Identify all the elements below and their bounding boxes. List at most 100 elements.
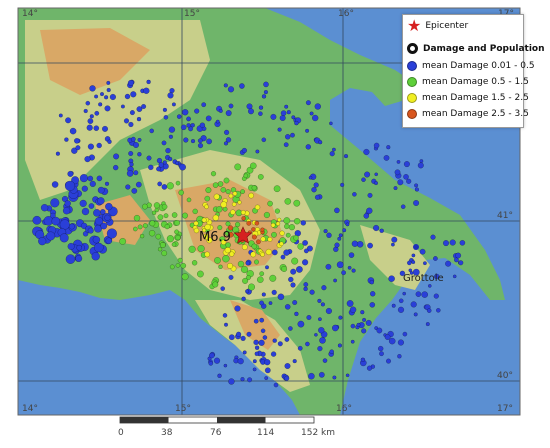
damage-point	[104, 214, 111, 221]
damage-point	[96, 142, 102, 149]
legend-item: mean Damage 0.5 - 1.5	[407, 77, 529, 87]
damage-point	[175, 234, 181, 241]
damage-point	[174, 219, 181, 226]
damage-point	[314, 194, 321, 200]
damage-point	[148, 229, 156, 237]
damage-point	[168, 126, 176, 133]
damage-point	[65, 254, 76, 264]
damage-point	[284, 337, 290, 342]
damage-point	[191, 260, 198, 266]
damage-point	[390, 242, 395, 247]
scale-tick-label: 0	[118, 428, 124, 438]
damage-point	[273, 382, 279, 388]
damage-point	[89, 85, 96, 92]
damage-point	[149, 128, 155, 134]
damage-point	[161, 250, 168, 257]
damage-point	[445, 260, 452, 267]
damage-point	[228, 274, 234, 280]
damage-point	[261, 137, 267, 143]
damage-point	[99, 209, 106, 215]
lat-label: 40°	[497, 371, 513, 381]
damage-point	[223, 363, 228, 368]
damage-point	[178, 189, 185, 196]
damage-point	[38, 237, 47, 246]
damage-point	[295, 265, 303, 273]
damage-point	[64, 180, 76, 192]
damage-point	[258, 339, 265, 346]
damage-point	[323, 228, 328, 234]
damage-point	[217, 181, 224, 187]
damage-point	[92, 235, 101, 244]
damage-point	[329, 349, 335, 355]
scale-tick-label: 152 km	[301, 428, 335, 438]
damage-point	[369, 291, 376, 297]
damage-point	[365, 319, 372, 326]
damage-point	[153, 202, 161, 209]
damage-point	[283, 142, 289, 148]
damage-point	[226, 262, 234, 269]
damage-point	[216, 206, 223, 213]
damage-point	[403, 161, 410, 168]
damage-point	[208, 352, 215, 359]
damage-point	[205, 187, 212, 194]
damage-point	[79, 173, 89, 183]
damage-point	[247, 283, 256, 291]
damage-point	[350, 323, 356, 329]
damage-point	[87, 143, 95, 150]
damage-point	[284, 375, 290, 381]
damage-point	[317, 345, 323, 352]
damage-point	[374, 172, 379, 177]
damage-point	[99, 92, 105, 97]
damage-point	[348, 252, 355, 258]
damage-point	[432, 256, 438, 261]
lon-label-bottom: 14°	[22, 404, 38, 414]
damage-point	[248, 192, 255, 199]
damage-point	[305, 144, 312, 150]
damage-point	[239, 83, 245, 89]
lon-label-top: 14°	[22, 9, 38, 19]
damage-point	[293, 199, 301, 207]
legend-item-label: mean Damage 0.01 - 0.5	[422, 61, 535, 71]
damage-point	[88, 203, 95, 209]
damage-point	[297, 243, 304, 250]
damage-point	[373, 142, 380, 149]
damage-point	[263, 211, 271, 219]
damage-point	[284, 198, 292, 205]
scale-segment	[217, 417, 266, 423]
damage-point	[103, 95, 109, 100]
damage-point	[279, 241, 284, 247]
damage-point	[94, 224, 102, 233]
damage-point	[193, 227, 200, 234]
damage-point	[271, 231, 277, 238]
damage-point	[314, 103, 322, 110]
damage-point	[166, 235, 175, 243]
damage-point	[109, 93, 117, 101]
damage-point	[403, 173, 409, 180]
damage-point	[400, 204, 406, 210]
damage-point	[235, 331, 242, 337]
damage-point	[369, 279, 375, 285]
damage-point	[128, 121, 134, 128]
damage-point	[281, 265, 288, 273]
damage-point	[317, 298, 322, 304]
damage-point	[223, 141, 229, 146]
damage-point	[157, 214, 164, 221]
damage-point	[291, 115, 296, 120]
damage-point	[318, 326, 325, 334]
damage-point	[106, 80, 111, 85]
damage-point	[81, 185, 88, 192]
damage-point	[246, 331, 252, 337]
damage-point	[158, 162, 164, 168]
damage-point	[212, 214, 219, 221]
lon-label-bottom: 15°	[175, 404, 191, 414]
damage-point	[212, 182, 219, 188]
damage-point	[303, 248, 309, 254]
damage-point	[290, 282, 296, 288]
damage-point	[141, 203, 148, 210]
damage-point	[283, 217, 291, 225]
damage-point	[340, 182, 345, 188]
damage-point	[217, 373, 222, 379]
damage-point	[86, 124, 93, 131]
damage-point	[292, 358, 297, 364]
damage-point	[270, 113, 277, 120]
